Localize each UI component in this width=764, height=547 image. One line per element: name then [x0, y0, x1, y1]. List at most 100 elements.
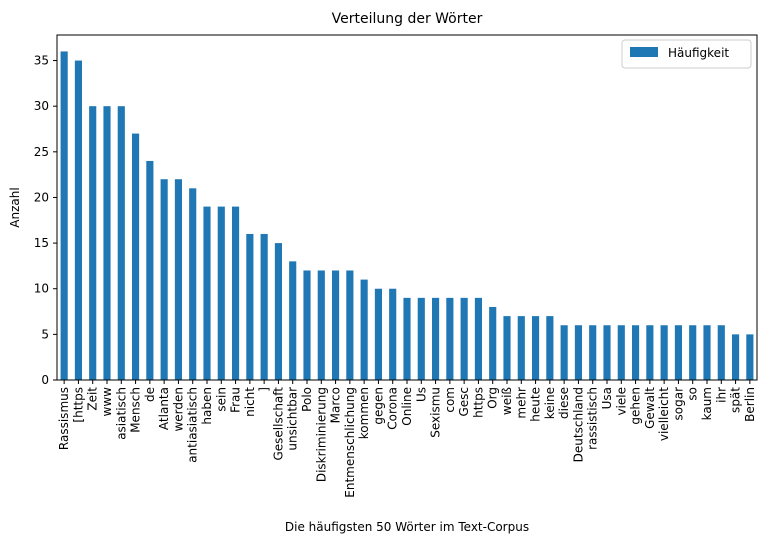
x-tick-label: nicht: [243, 387, 257, 417]
x-tick-label: Gesc: [457, 387, 471, 417]
x-tick-label: Entmenschlichung: [343, 387, 357, 498]
bar: [732, 334, 740, 380]
bar: [603, 325, 611, 380]
bar: [446, 297, 454, 380]
x-tick-label: Marco: [329, 387, 343, 423]
bar: [646, 325, 654, 380]
x-tick-label: vielleicht: [657, 387, 671, 441]
x-tick-label: de: [143, 387, 157, 402]
x-tick-label: asiatisch: [114, 387, 128, 440]
x-tick-label: diese: [557, 387, 571, 419]
x-tick-label: Rassismus: [57, 387, 71, 450]
x-tick-label: Atlanta: [157, 387, 171, 430]
x-tick-label: antiasiatisch: [186, 387, 200, 463]
bar: [232, 206, 240, 380]
x-tick-label: Corona: [386, 387, 400, 430]
bar: [474, 297, 482, 380]
x-tick-label: Gesellschaft: [271, 387, 285, 461]
x-tick-label: com: [443, 387, 457, 413]
bar: [632, 325, 640, 380]
x-tick-label: Diskriminierung: [314, 387, 328, 482]
bar: [246, 233, 254, 380]
y-tick-label: 15: [34, 236, 49, 250]
x-tick-label: mehr: [514, 387, 528, 419]
x-tick-label: unsichtbar: [286, 387, 300, 451]
bar: [60, 51, 68, 381]
bar: [217, 206, 225, 380]
x-axis-label: Die häufigsten 50 Wörter im Text-Corpus: [285, 520, 529, 534]
bar: [589, 325, 597, 380]
x-tick-label: gegen: [371, 387, 385, 425]
x-tick-label: Usa: [600, 387, 614, 409]
x-tick-label: sein: [214, 387, 228, 412]
plot-frame: [56, 34, 758, 381]
bar: [432, 297, 440, 380]
x-tick-label: keine: [543, 387, 557, 419]
x-tick-label: gehen: [629, 387, 643, 425]
x-tick-label: so: [686, 387, 700, 401]
bar: [574, 325, 582, 380]
x-tick-label: spät: [729, 387, 743, 413]
x-tick-label: https: [471, 387, 485, 418]
x-axis: Rassismus [https Zeit www asiatisch Mensch de A…: [57, 380, 757, 498]
bar: [74, 60, 82, 381]
legend-swatch: [630, 47, 658, 57]
bar: [274, 243, 282, 380]
x-tick-label: Org: [486, 387, 500, 409]
bar: [689, 325, 697, 380]
x-tick-label: Zeit: [86, 387, 100, 411]
bar: [103, 106, 111, 380]
x-tick-label: kaum: [700, 387, 714, 420]
bar: [132, 133, 140, 380]
y-tick-label: 25: [34, 145, 49, 159]
bar: [517, 316, 525, 380]
y-tick-label: 0: [41, 373, 49, 387]
x-tick-label: www: [100, 387, 114, 417]
x-tick-label: viele: [614, 387, 628, 416]
bars-group: [60, 51, 754, 381]
bar: [703, 325, 711, 380]
x-tick-label: Deutschland: [571, 387, 585, 462]
bar: [189, 188, 197, 380]
bar: [146, 160, 154, 380]
x-tick-label: ]: [257, 387, 271, 392]
y-tick-label: 5: [41, 327, 49, 341]
bar: [546, 316, 554, 380]
bar: [117, 106, 125, 380]
bar: [489, 306, 497, 380]
bar: [260, 233, 268, 380]
bar: [674, 325, 682, 380]
bar: [346, 270, 354, 380]
bar: [560, 325, 568, 380]
bar: [717, 325, 725, 380]
y-tick-label: 20: [34, 190, 49, 204]
x-tick-label: Us: [414, 387, 428, 402]
bar: [360, 279, 368, 380]
bar: [317, 270, 325, 380]
legend-label: Häufigkeit: [668, 46, 729, 60]
bar: [403, 297, 411, 380]
x-tick-label: Polo: [300, 387, 314, 412]
x-tick-label: weiß: [500, 387, 514, 416]
bar: [174, 179, 182, 380]
bar: [503, 316, 511, 380]
y-tick-label: 35: [34, 54, 49, 68]
x-tick-label: werden: [171, 387, 185, 432]
bar: [617, 325, 625, 380]
bar: [460, 297, 468, 380]
bar: [374, 288, 382, 380]
bar: [289, 261, 297, 380]
y-axis-label: Anzahl: [8, 187, 22, 227]
x-tick-label: Sexismu: [429, 387, 443, 438]
x-tick-label: Gewalt: [643, 387, 657, 429]
x-tick-label: heute: [529, 387, 543, 422]
x-tick-label: Online: [400, 387, 414, 426]
x-tick-label: rassistisch: [586, 387, 600, 450]
x-tick-label: ihr: [714, 387, 728, 403]
y-tick-label: 10: [34, 282, 49, 296]
x-tick-label: sogar: [671, 387, 685, 421]
bar: [303, 270, 311, 380]
bar: [203, 206, 211, 380]
x-tick-label: Frau: [229, 387, 243, 413]
